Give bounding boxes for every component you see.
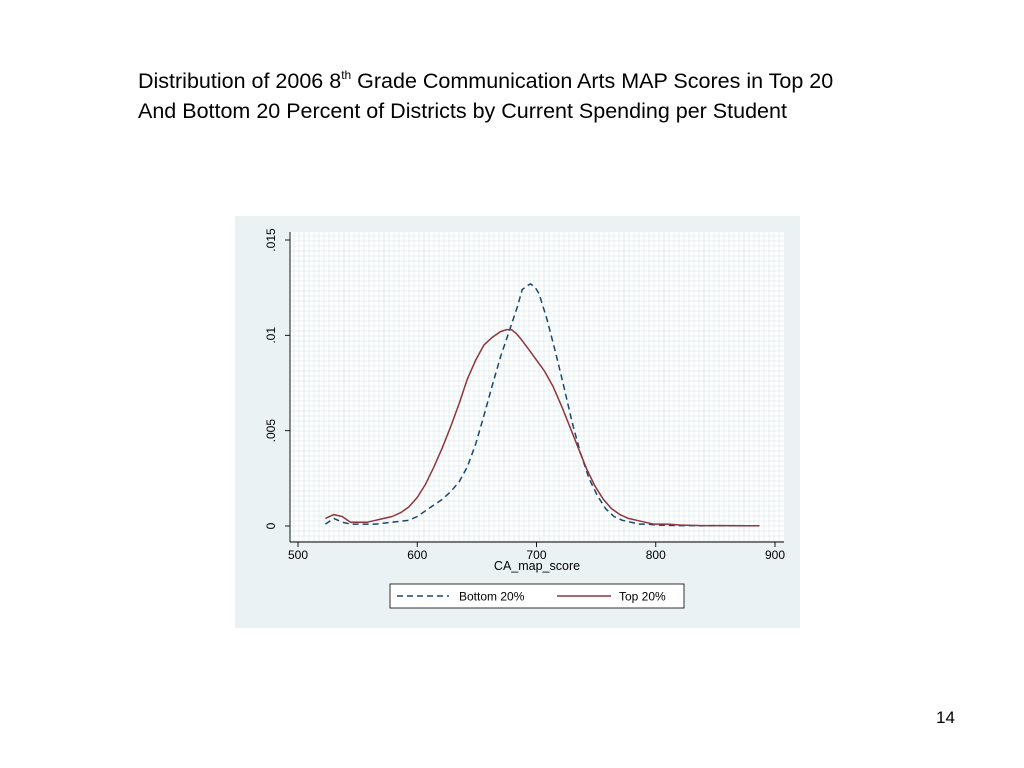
legend-label-bottom: Bottom 20% — [459, 590, 525, 604]
title-line1-part1: Distribution of 2006 8 — [138, 69, 342, 93]
x-tick-label-2: 700 — [526, 548, 546, 562]
series-lines — [324, 283, 760, 527]
legend-label-top: Top 20% — [619, 590, 666, 604]
y-tick-label-0: 0 — [264, 522, 278, 529]
plot-background — [290, 232, 784, 542]
x-axis-title: CA_map_score — [494, 559, 580, 573]
page-number: 14 — [936, 708, 955, 727]
title-line2: And Bottom 20 Percent of Districts by Cu… — [138, 99, 787, 123]
series-line-bottom-20 — [324, 283, 760, 527]
title-superscript: th — [341, 68, 352, 82]
y-tick-label-1: .005 — [264, 419, 278, 443]
x-tick-label-0: 500 — [288, 548, 308, 562]
grid-lines — [290, 232, 784, 542]
x-tick-label-3: 800 — [646, 548, 666, 562]
title-line1-part2: Grade Communication Arts MAP Scores in T… — [351, 69, 834, 93]
density-chart: 500 600 700 800 900 0 .005 .01 .015 CA_map_score… — [264, 228, 785, 609]
series-line-top-20 — [325, 328, 760, 527]
legend: Bottom 20% Top 20% — [389, 583, 685, 609]
chart-panel: 500 600 700 800 900 0 .005 .01 .015 CA_map_score… — [235, 216, 800, 628]
x-tick-label-1: 600 — [407, 548, 427, 562]
x-tick-label-4: 900 — [765, 548, 785, 562]
chart-axes: 500 600 700 800 900 0 .005 .01 .015 — [264, 228, 785, 562]
y-tick-label-3: .015 — [264, 228, 278, 252]
slide-title: Distribution of 2006 8th Grade Communica… — [138, 66, 998, 126]
y-tick-label-2: .01 — [264, 327, 278, 344]
